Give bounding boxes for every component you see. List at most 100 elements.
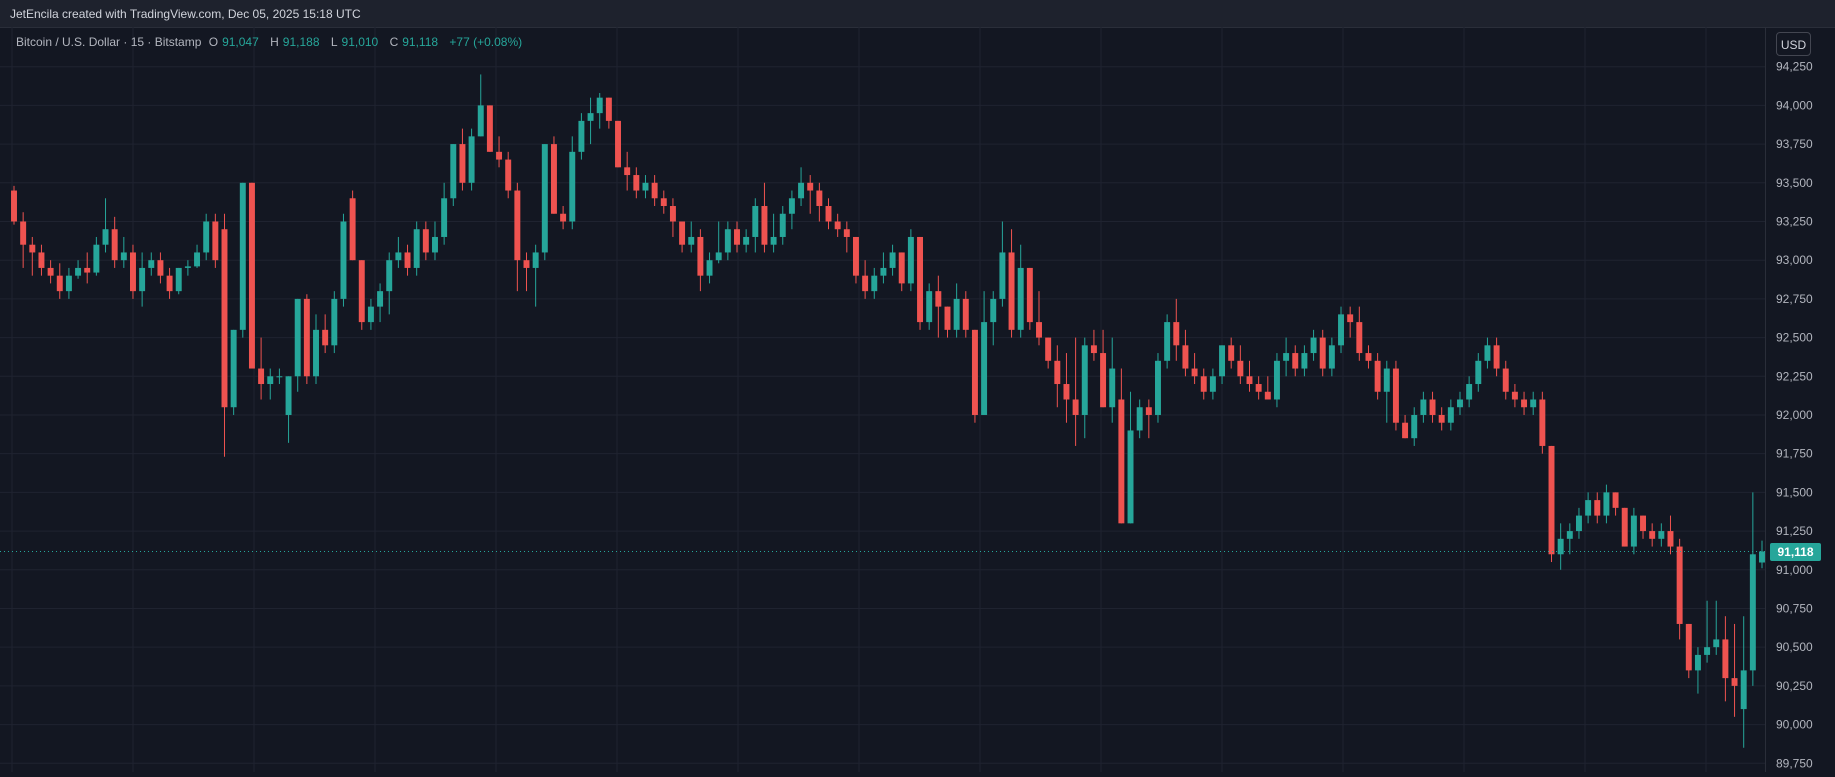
last-price-label: 91,118 [1770,542,1821,561]
candle-body [1493,345,1500,369]
candle-body [1612,492,1619,508]
currency-button[interactable]: USD [1776,32,1811,56]
candle-body [1521,399,1528,408]
candle-body [1411,414,1418,439]
candle-body [1283,353,1290,361]
candle-body [1045,337,1052,361]
candle-body [578,120,585,152]
candle-body [56,275,63,292]
candle-body [1182,345,1189,369]
price-axis[interactable]: 89,750 90,000 90,250 90,500 90,750 91,000 91,2… [1765,27,1835,772]
candle-body [1557,538,1564,555]
candle-body [468,136,475,183]
candle-body [221,229,228,408]
candle-body [1200,376,1207,392]
y-tick-label: 94,250 [1776,60,1813,74]
symbol-info[interactable]: Bitcoin / U.S. Dollar · 15 · Bitstamp [16,35,202,49]
candle-body [541,144,548,253]
candle-body [1228,345,1235,361]
candle-body [1594,500,1601,516]
y-tick-label: 92,500 [1776,331,1813,345]
credit-text: JetEncila created with TradingView.com, … [10,7,361,21]
candle-body [862,275,869,292]
candle-body [605,97,612,121]
candle-body [367,306,374,323]
candle-body [1539,399,1546,446]
candle-body [120,252,127,261]
candle-body [413,229,420,268]
candle-body [1685,623,1692,671]
candle-body [953,298,960,330]
price-axis-labels: 89,750 90,000 90,250 90,500 90,750 91,000 91,2… [1776,60,1813,771]
candle-body [1420,399,1427,415]
candle-body [322,329,329,346]
candle-body [1704,647,1711,655]
candle-body [770,236,777,245]
candle-body [1328,345,1335,369]
candle-body [926,291,933,323]
candle-body [1438,414,1445,423]
candle-body [917,236,924,323]
y-tick-label: 93,750 [1776,137,1813,151]
y-tick-label: 90,250 [1776,679,1813,693]
candle-body [642,182,649,191]
candle-body [1063,384,1070,400]
low-value: 91,010 [341,35,379,49]
candle-body [258,368,265,385]
candle-body [889,252,896,268]
candle-body [496,151,503,160]
candle-body [129,252,136,292]
candle-body [84,267,91,273]
candle-body [569,151,576,222]
candle-body [999,252,1006,299]
candle-body [898,252,905,284]
candle-body [47,267,54,276]
candle-body [459,144,466,183]
candle-body [1219,345,1226,377]
candle-body [38,252,45,268]
candle-body [596,97,603,114]
candle-body [303,298,310,377]
candle-body [1585,500,1592,516]
candle-body [1054,360,1061,385]
candle-body [706,260,713,276]
candle-body [1173,322,1180,346]
candle-body [1658,531,1665,539]
candle-body [1676,546,1683,624]
candle-body [349,198,356,261]
candle-body [825,206,832,222]
y-tick-label: 90,500 [1776,640,1813,654]
ohlc-low: L 91,010 [330,35,379,49]
y-tick-label: 94,000 [1776,98,1813,112]
candle-body [1731,678,1738,686]
candle-body [1392,368,1399,423]
candle-body [212,221,219,261]
candle-body [514,190,521,261]
candle-body [1191,368,1198,377]
candle-body [65,275,72,292]
candle-body [1530,399,1537,408]
candle-body [441,198,448,237]
candle-body [1603,492,1610,516]
candle-body [1246,376,1253,385]
candle-body [907,236,914,284]
y-tick-label: 90,750 [1776,601,1813,615]
candle-body [432,236,438,253]
candle-body [248,182,255,369]
candle-body [1017,267,1024,330]
candle-body [1237,360,1244,377]
candle-body [981,322,988,415]
candle-body [1640,515,1647,532]
candle-body [184,266,191,268]
candle-body [880,267,887,276]
candle-body [633,175,640,191]
candle-body [175,267,182,292]
candle-body [523,260,530,268]
candle-body [1566,531,1573,539]
candle-body [1264,391,1271,400]
ohlc-open: O 91,047 [208,35,259,49]
candlestick-chart[interactable] [0,27,1765,772]
candle-body [148,260,155,268]
candle-body [1118,399,1125,524]
candle-body [1548,445,1555,555]
